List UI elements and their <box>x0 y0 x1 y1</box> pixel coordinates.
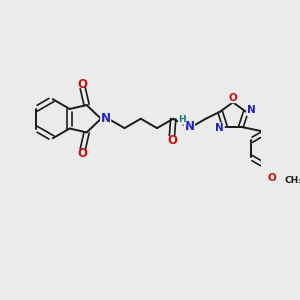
Text: O: O <box>167 134 177 147</box>
Text: O: O <box>78 147 88 160</box>
Text: O: O <box>229 93 237 103</box>
Text: O: O <box>268 172 277 183</box>
Text: CH₃: CH₃ <box>284 176 300 185</box>
Text: N: N <box>215 123 224 133</box>
Text: O: O <box>78 78 88 91</box>
Text: N: N <box>184 120 194 133</box>
Text: N: N <box>101 112 111 125</box>
Text: H: H <box>178 115 186 124</box>
Text: N: N <box>247 105 255 116</box>
